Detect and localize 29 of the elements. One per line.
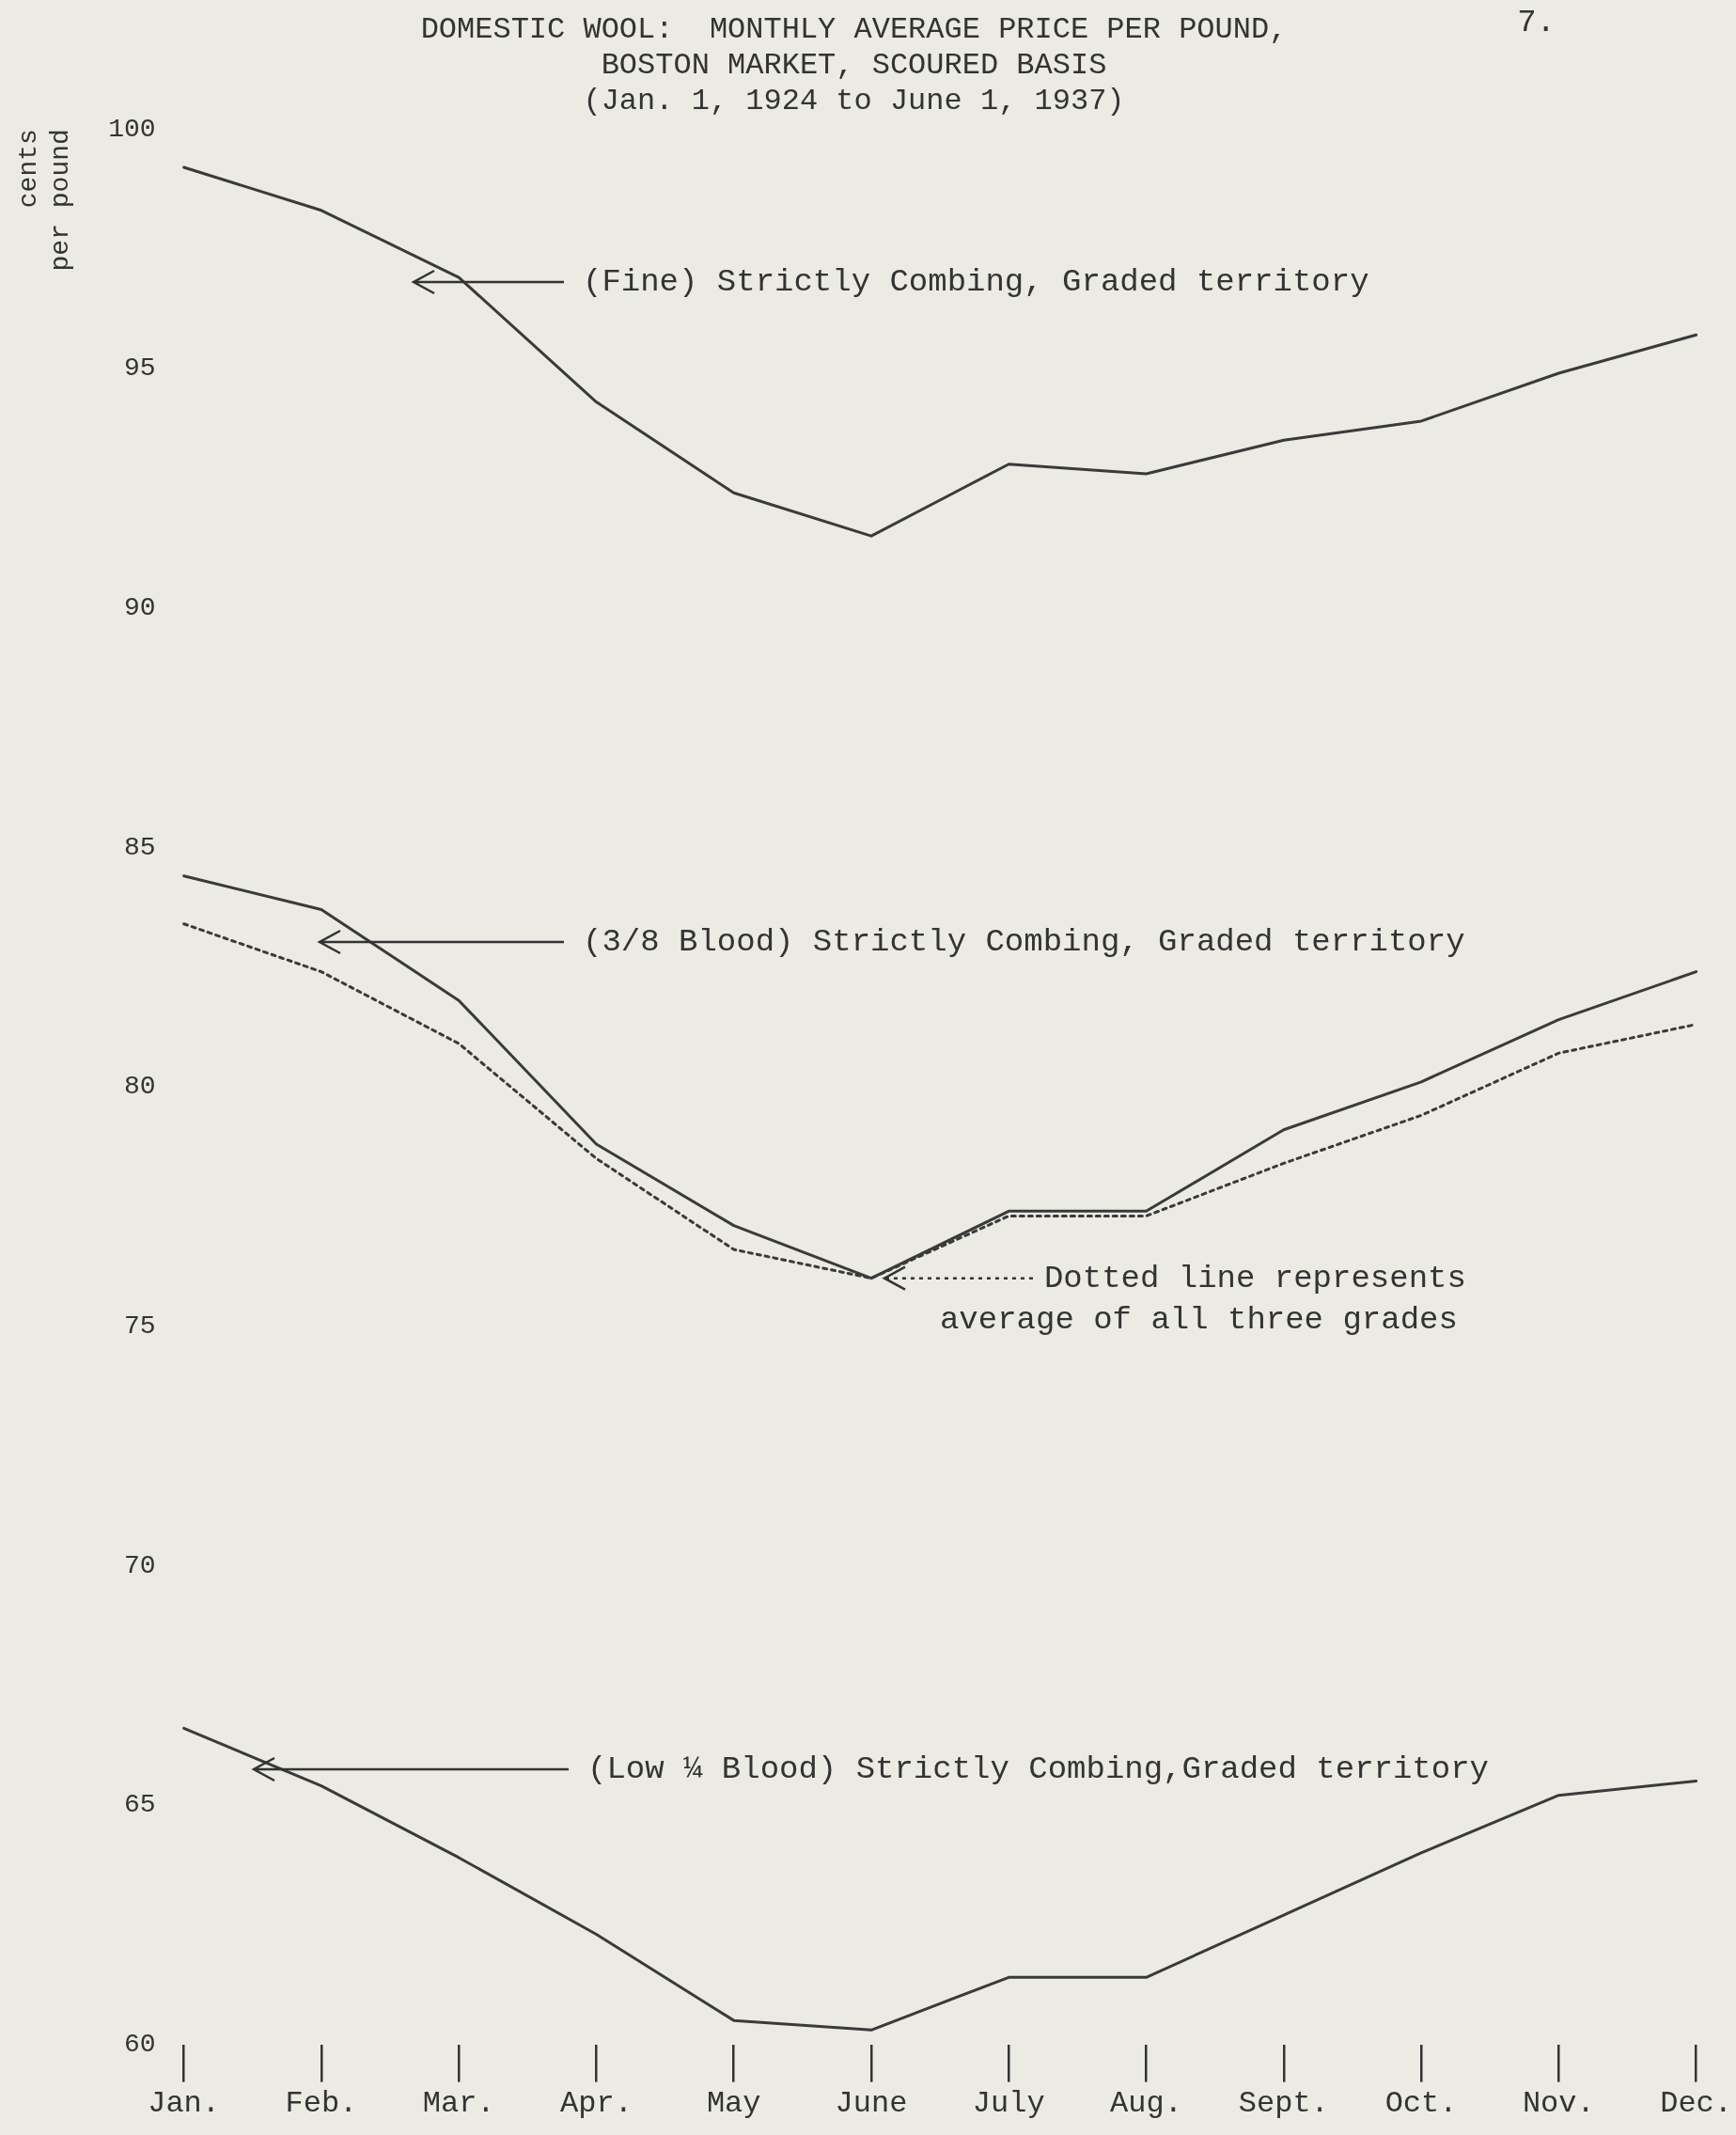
y-tick-label: 65 (124, 1790, 156, 1820)
y-tick-label: 95 (124, 353, 156, 384)
y-tick-label: 100 (108, 114, 156, 144)
y-tick-label: 80 (124, 1072, 156, 1102)
y-tick-label: 75 (124, 1311, 156, 1341)
annotation: Dotted line represents average of all three grades (939, 1260, 1466, 1338)
y-axis-title: cents per pound (14, 129, 75, 272)
y-tick-label: 90 (124, 592, 156, 622)
chart-title: DOMESTIC WOOL: MONTHLY AVERAGE PRICE PER POUND, BOSTON MARKET, SCOURED BASIS (420, 11, 1288, 84)
x-tick-label: Dec. (1660, 2086, 1732, 2122)
annotation: (Fine) Strictly Combing, Graded territory (583, 264, 1369, 300)
x-tick-label: Mar. (422, 2086, 495, 2122)
x-tick-label: Apr. (560, 2086, 633, 2122)
text: 7. (1517, 5, 1556, 40)
chart-subtitle: (Jan. 1, 1924 to June 1, 1937) (583, 84, 1125, 119)
x-tick-label: Feb. (285, 2086, 358, 2122)
y-tick-label: 70 (124, 1550, 156, 1580)
annotation: (3/8 Blood) Strictly Combing, Graded territory (583, 924, 1465, 960)
x-tick-label: Sept. (1238, 2086, 1329, 2122)
x-tick-label: Oct. (1384, 2086, 1458, 2122)
annotation: (Low ¼ Blood) Strictly Combing,Graded territory (587, 1751, 1489, 1787)
x-tick-label: May (706, 2086, 761, 2122)
y-tick-label: 85 (124, 832, 156, 862)
x-tick-label: Aug. (1110, 2086, 1182, 2122)
x-tick-label: July (972, 2086, 1045, 2122)
y-tick-label: 60 (124, 2030, 156, 2060)
x-tick-label: Nov. (1522, 2086, 1595, 2122)
x-tick-label: June (835, 2086, 908, 2122)
x-tick-label: Jan. (148, 2086, 221, 2122)
